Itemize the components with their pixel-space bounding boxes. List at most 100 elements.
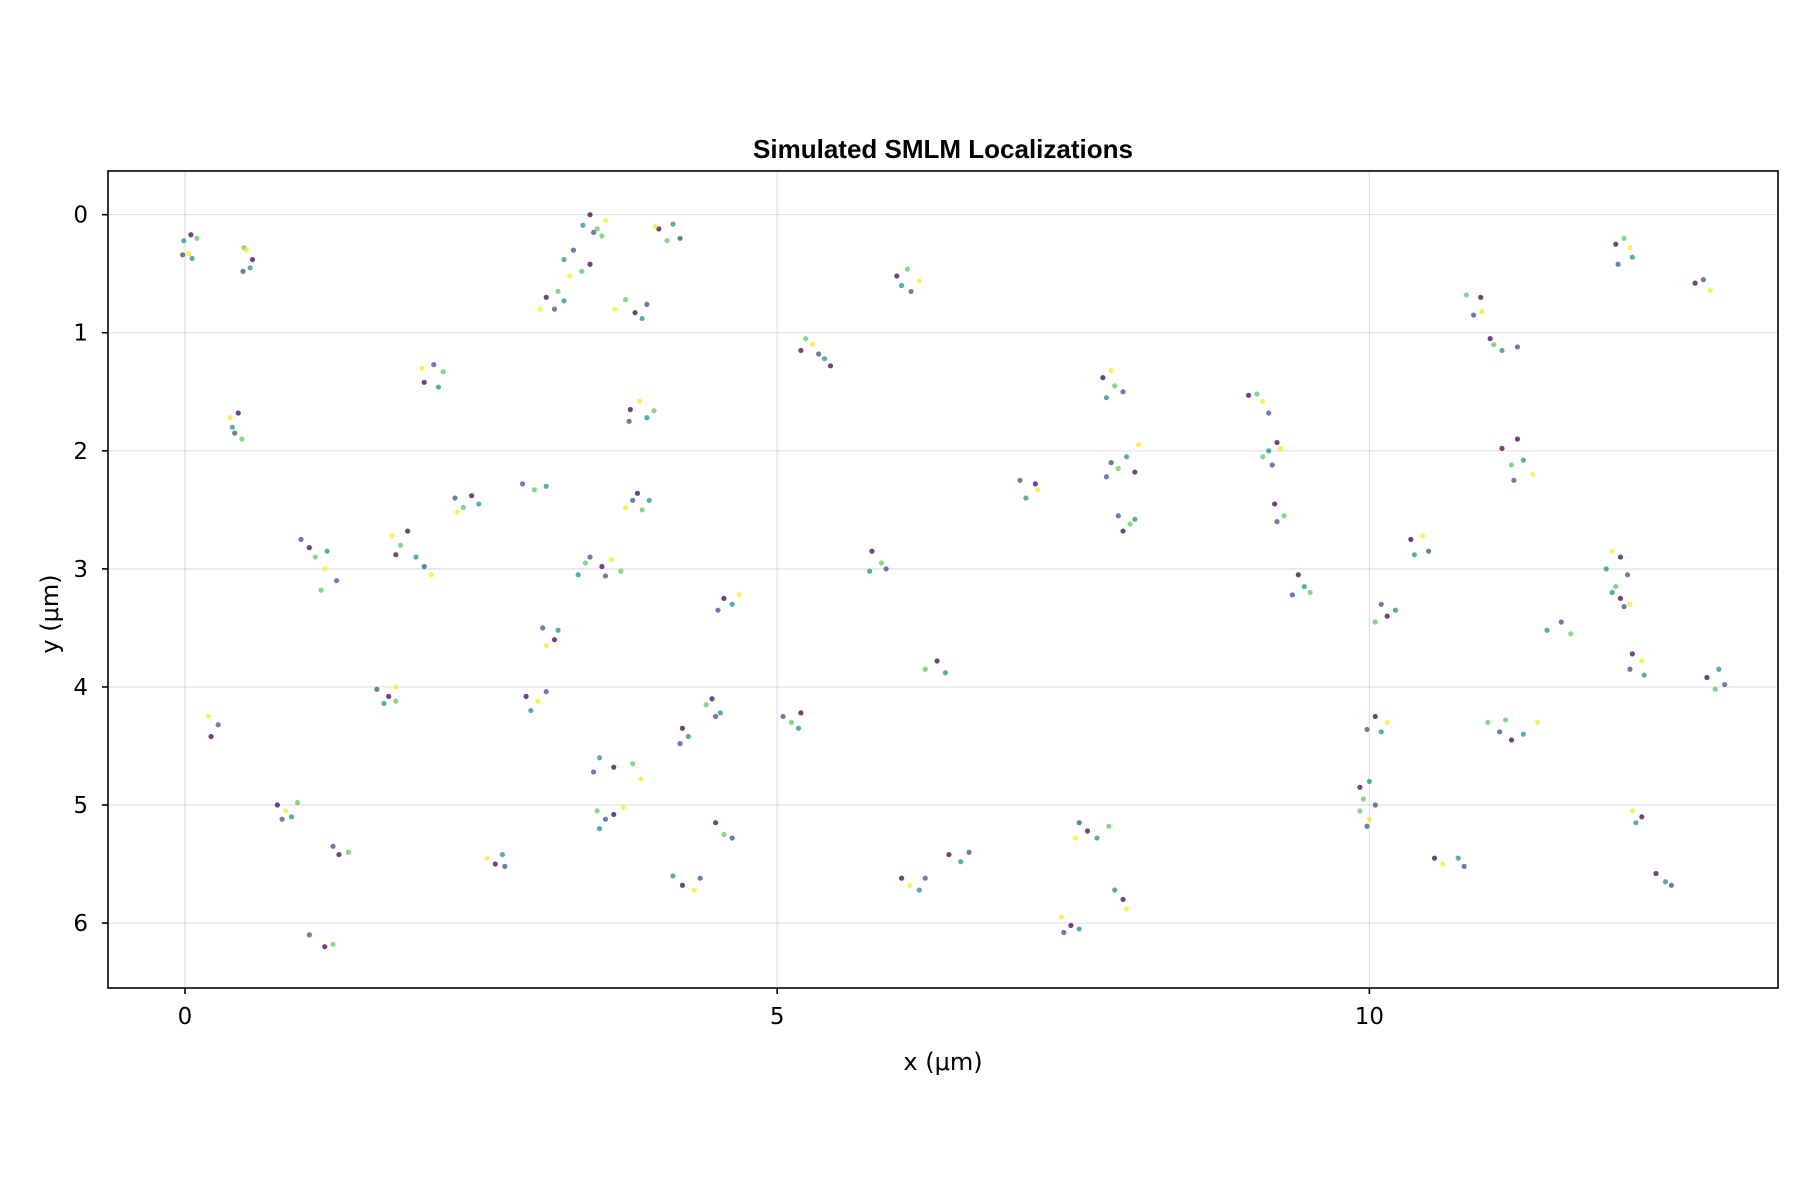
localization-point bbox=[1245, 392, 1252, 398]
localization-point bbox=[1461, 863, 1467, 869]
localization-point bbox=[229, 424, 235, 430]
localization-point bbox=[1260, 454, 1266, 460]
localization-point bbox=[1366, 816, 1372, 822]
localization-point bbox=[1700, 277, 1706, 283]
localization-point bbox=[469, 493, 475, 499]
localization-point bbox=[1094, 835, 1100, 841]
localization-point bbox=[1653, 870, 1659, 877]
localization-point bbox=[596, 755, 603, 761]
y-tick-label: 4 bbox=[73, 675, 88, 701]
localization-point bbox=[1497, 729, 1503, 735]
localization-point bbox=[1272, 501, 1278, 507]
localization-point bbox=[502, 863, 508, 869]
localization-point bbox=[1716, 666, 1722, 672]
localization-point bbox=[587, 212, 593, 218]
localization-point bbox=[878, 560, 885, 566]
localization-point bbox=[431, 362, 437, 368]
localization-point bbox=[194, 235, 200, 241]
localization-point bbox=[632, 310, 638, 316]
localization-point bbox=[712, 820, 719, 826]
localization-point bbox=[1621, 235, 1627, 241]
localization-point bbox=[336, 851, 342, 858]
localization-point bbox=[1281, 513, 1287, 519]
localization-point bbox=[894, 273, 900, 279]
localization-point bbox=[543, 294, 549, 300]
localization-point bbox=[780, 713, 786, 720]
localization-point bbox=[1639, 814, 1645, 820]
localization-point bbox=[736, 592, 742, 598]
localization-point bbox=[916, 887, 922, 893]
localization-point bbox=[240, 268, 246, 274]
localization-point bbox=[288, 814, 295, 820]
localization-point bbox=[1274, 439, 1280, 446]
localization-point bbox=[1508, 462, 1515, 468]
localization-point bbox=[393, 698, 399, 704]
localization-point bbox=[703, 702, 709, 708]
x-tick-label: 10 bbox=[1355, 1004, 1384, 1030]
localization-point bbox=[322, 566, 328, 572]
localization-point bbox=[1392, 607, 1399, 613]
localization-point bbox=[1629, 808, 1635, 814]
localization-point bbox=[1520, 457, 1526, 463]
localization-point bbox=[1364, 823, 1370, 829]
localization-point bbox=[306, 545, 312, 551]
localization-point bbox=[1100, 375, 1106, 381]
localization-point bbox=[555, 288, 561, 295]
localization-point bbox=[1479, 308, 1485, 315]
localization-point bbox=[551, 306, 558, 312]
localization-point bbox=[898, 875, 905, 881]
localization-point bbox=[454, 509, 460, 515]
localization-point bbox=[330, 843, 336, 849]
localization-point bbox=[181, 238, 187, 244]
localization-point bbox=[639, 315, 645, 322]
localization-point bbox=[1115, 465, 1121, 472]
localization-point bbox=[1073, 835, 1079, 841]
localization-point bbox=[476, 501, 482, 507]
localization-point bbox=[1127, 521, 1133, 527]
localization-point bbox=[1112, 887, 1118, 893]
localization-point bbox=[1633, 820, 1639, 826]
localization-point bbox=[670, 221, 676, 227]
localization-point bbox=[1617, 595, 1624, 601]
localization-point bbox=[904, 266, 911, 272]
localization-point bbox=[691, 887, 697, 893]
localization-point bbox=[306, 932, 312, 938]
localization-point bbox=[561, 256, 567, 263]
localization-point bbox=[1471, 312, 1477, 318]
localization-point bbox=[1123, 454, 1130, 460]
localization-point bbox=[1378, 729, 1384, 735]
chart-title: Simulated SMLM Localizations bbox=[753, 134, 1133, 164]
localization-point bbox=[1485, 719, 1491, 725]
localization-point bbox=[670, 873, 676, 879]
localization-point bbox=[381, 700, 387, 707]
localization-point bbox=[1084, 828, 1091, 834]
localization-point bbox=[249, 256, 256, 263]
y-tick-label: 2 bbox=[73, 439, 88, 465]
localization-point bbox=[599, 233, 605, 239]
localization-point bbox=[318, 587, 324, 593]
localization-point bbox=[612, 306, 618, 312]
localization-point bbox=[239, 436, 245, 442]
localization-point bbox=[374, 686, 380, 692]
localization-point bbox=[651, 408, 657, 414]
localization-point bbox=[1076, 820, 1082, 826]
localization-point bbox=[795, 725, 802, 731]
localization-point bbox=[312, 554, 318, 560]
y-tick-label: 0 bbox=[73, 203, 88, 229]
localization-point bbox=[397, 542, 404, 548]
localization-point bbox=[942, 670, 948, 676]
localization-point bbox=[1123, 906, 1130, 912]
localization-point bbox=[652, 223, 658, 230]
localization-point bbox=[543, 483, 549, 489]
localization-point bbox=[322, 944, 328, 950]
localization-point bbox=[602, 816, 609, 822]
localization-point bbox=[1455, 855, 1461, 861]
localization-point bbox=[622, 297, 629, 303]
localization-point bbox=[1295, 572, 1301, 578]
localization-point bbox=[1372, 619, 1378, 625]
localization-point bbox=[460, 504, 466, 511]
localization-point bbox=[1558, 619, 1564, 625]
plot-frame bbox=[107, 170, 1779, 989]
localization-point bbox=[798, 710, 804, 716]
localization-point bbox=[1032, 481, 1038, 487]
